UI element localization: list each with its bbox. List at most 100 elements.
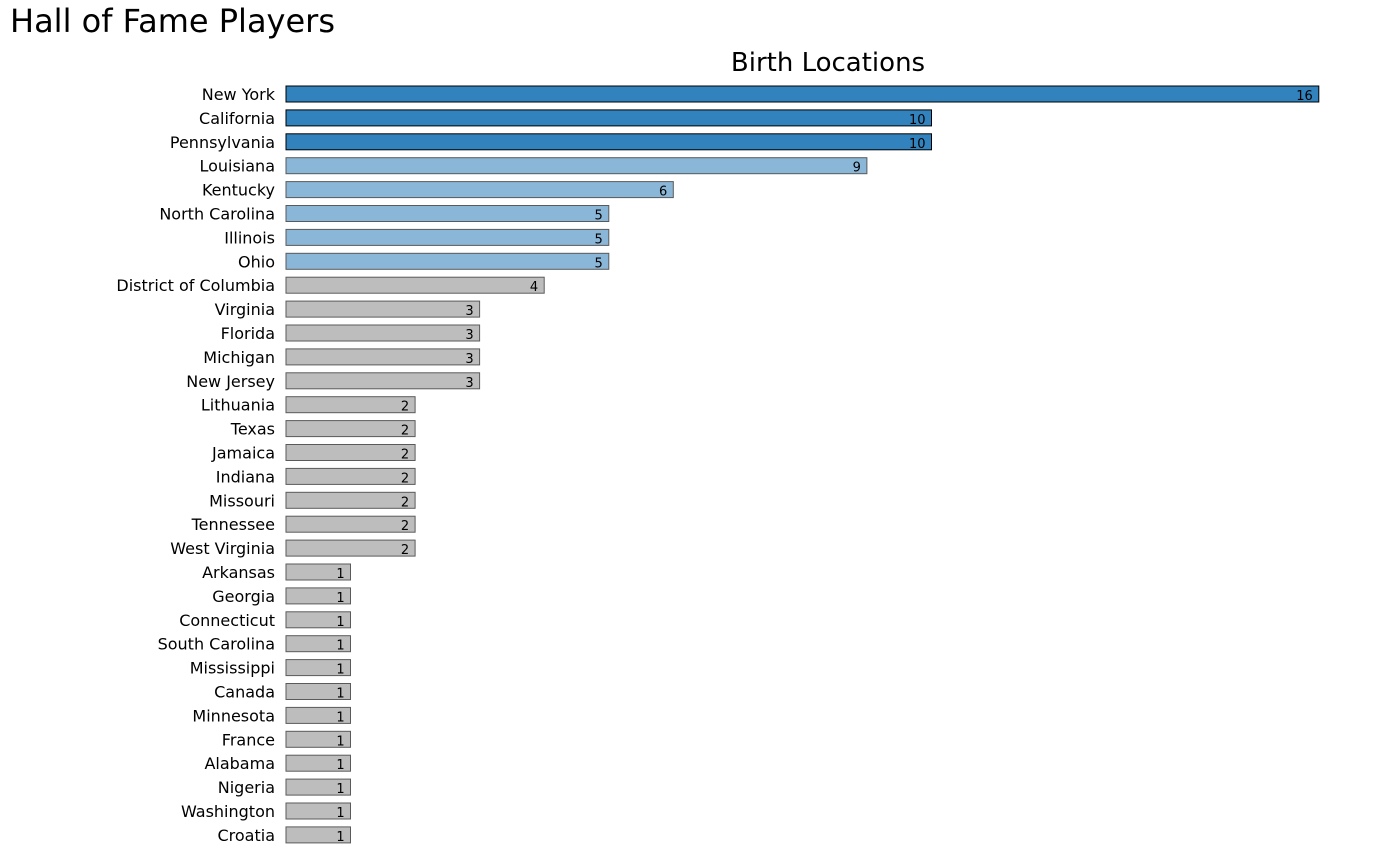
value-label: 2 bbox=[401, 495, 409, 510]
category-label: France bbox=[222, 730, 275, 749]
category-label: Kentucky bbox=[202, 181, 275, 200]
value-label: 1 bbox=[336, 663, 344, 678]
category-label: Texas bbox=[230, 420, 275, 439]
page-title: Hall of Fame Players bbox=[10, 2, 335, 40]
bar-district-of-columbia bbox=[285, 276, 545, 294]
bar-new-york bbox=[285, 85, 1320, 103]
bar-illinois bbox=[285, 228, 610, 246]
category-label: Indiana bbox=[216, 467, 275, 486]
bar-kentucky bbox=[285, 181, 674, 199]
category-label: Minnesota bbox=[192, 706, 275, 725]
value-label: 1 bbox=[336, 639, 344, 654]
category-label: Jamaica bbox=[211, 444, 275, 463]
category-label: West Virginia bbox=[170, 539, 275, 558]
bar-washington bbox=[285, 802, 351, 820]
category-label: South Carolina bbox=[158, 635, 275, 654]
bar-arkansas bbox=[285, 563, 351, 581]
bar-jamaica bbox=[285, 444, 416, 461]
bar-lithuania bbox=[285, 396, 416, 414]
bar-canada bbox=[285, 683, 351, 700]
value-label: 2 bbox=[401, 448, 409, 463]
value-label: 2 bbox=[401, 424, 409, 439]
category-label: Mississippi bbox=[190, 659, 275, 678]
value-label: 5 bbox=[595, 232, 603, 247]
value-label: 1 bbox=[336, 734, 344, 749]
bar-nigeria bbox=[285, 778, 351, 796]
bar-minnesota bbox=[285, 706, 351, 724]
value-label: 1 bbox=[336, 687, 344, 702]
bar-ohio bbox=[285, 252, 610, 270]
category-label: Tennessee bbox=[191, 515, 275, 534]
value-label: 1 bbox=[336, 591, 344, 606]
bar-croatia bbox=[285, 826, 351, 844]
value-label: 2 bbox=[401, 543, 409, 558]
value-label: 1 bbox=[336, 710, 344, 725]
category-label: Connecticut bbox=[179, 611, 275, 630]
value-label: 1 bbox=[336, 830, 344, 845]
bar-georgia bbox=[285, 587, 351, 605]
category-label: Florida bbox=[221, 324, 275, 343]
value-label: 1 bbox=[336, 806, 344, 821]
value-label: 9 bbox=[853, 161, 861, 176]
bar-alabama bbox=[285, 754, 351, 772]
category-label: Ohio bbox=[238, 252, 275, 271]
category-label: Missouri bbox=[209, 491, 275, 510]
value-label: 1 bbox=[336, 758, 344, 773]
bar-louisiana bbox=[285, 157, 868, 175]
bar-florida bbox=[285, 324, 481, 342]
category-label: New Jersey bbox=[186, 372, 275, 391]
value-label: 2 bbox=[401, 471, 409, 486]
category-label: North Carolina bbox=[159, 205, 275, 224]
value-label: 3 bbox=[465, 352, 473, 367]
category-label: Canada bbox=[214, 683, 275, 702]
value-label: 10 bbox=[909, 137, 926, 152]
value-label: 1 bbox=[336, 615, 344, 630]
bar-mississippi bbox=[285, 659, 351, 677]
category-label: Nigeria bbox=[218, 778, 275, 797]
category-label: Pennsylvania bbox=[170, 133, 275, 152]
bar-south-carolina bbox=[285, 635, 351, 653]
value-label: 3 bbox=[465, 304, 473, 319]
value-label: 1 bbox=[336, 567, 344, 582]
category-label: Illinois bbox=[224, 228, 275, 247]
bar-virginia bbox=[285, 300, 481, 318]
bar-missouri bbox=[285, 491, 416, 509]
bar-tennessee bbox=[285, 515, 416, 533]
bar-north-carolina bbox=[285, 205, 610, 222]
bar-connecticut bbox=[285, 611, 351, 629]
value-label: 1 bbox=[336, 782, 344, 797]
value-label: 3 bbox=[465, 376, 473, 391]
category-label: Louisiana bbox=[199, 157, 275, 176]
category-label: Michigan bbox=[203, 348, 275, 367]
value-label: 5 bbox=[595, 256, 603, 271]
bar-pennsylvania bbox=[285, 133, 932, 151]
category-label: New York bbox=[202, 85, 276, 104]
value-label: 2 bbox=[401, 519, 409, 534]
category-label: Virginia bbox=[215, 300, 275, 319]
value-label: 4 bbox=[530, 280, 538, 295]
category-label: Lithuania bbox=[201, 396, 275, 415]
bar-france bbox=[285, 730, 351, 748]
value-label: 16 bbox=[1296, 89, 1313, 104]
bar-indiana bbox=[285, 467, 416, 485]
value-label: 10 bbox=[909, 113, 926, 128]
category-label: Georgia bbox=[212, 587, 275, 606]
value-label: 5 bbox=[595, 209, 603, 224]
bar-california bbox=[285, 109, 932, 127]
category-label: Alabama bbox=[204, 754, 275, 773]
chart-title: Birth Locations bbox=[731, 48, 925, 78]
category-label: Washington bbox=[181, 802, 275, 821]
category-label: Croatia bbox=[217, 826, 275, 845]
value-label: 6 bbox=[659, 185, 667, 200]
value-label: 2 bbox=[401, 400, 409, 415]
value-label: 3 bbox=[465, 328, 473, 343]
category-label: Arkansas bbox=[202, 563, 275, 582]
bar-west-virginia bbox=[285, 539, 416, 557]
category-label: District of Columbia bbox=[116, 276, 275, 295]
bar-michigan bbox=[285, 348, 481, 366]
bar-texas bbox=[285, 420, 416, 438]
category-label: California bbox=[199, 109, 275, 128]
bar-new-jersey bbox=[285, 372, 481, 390]
